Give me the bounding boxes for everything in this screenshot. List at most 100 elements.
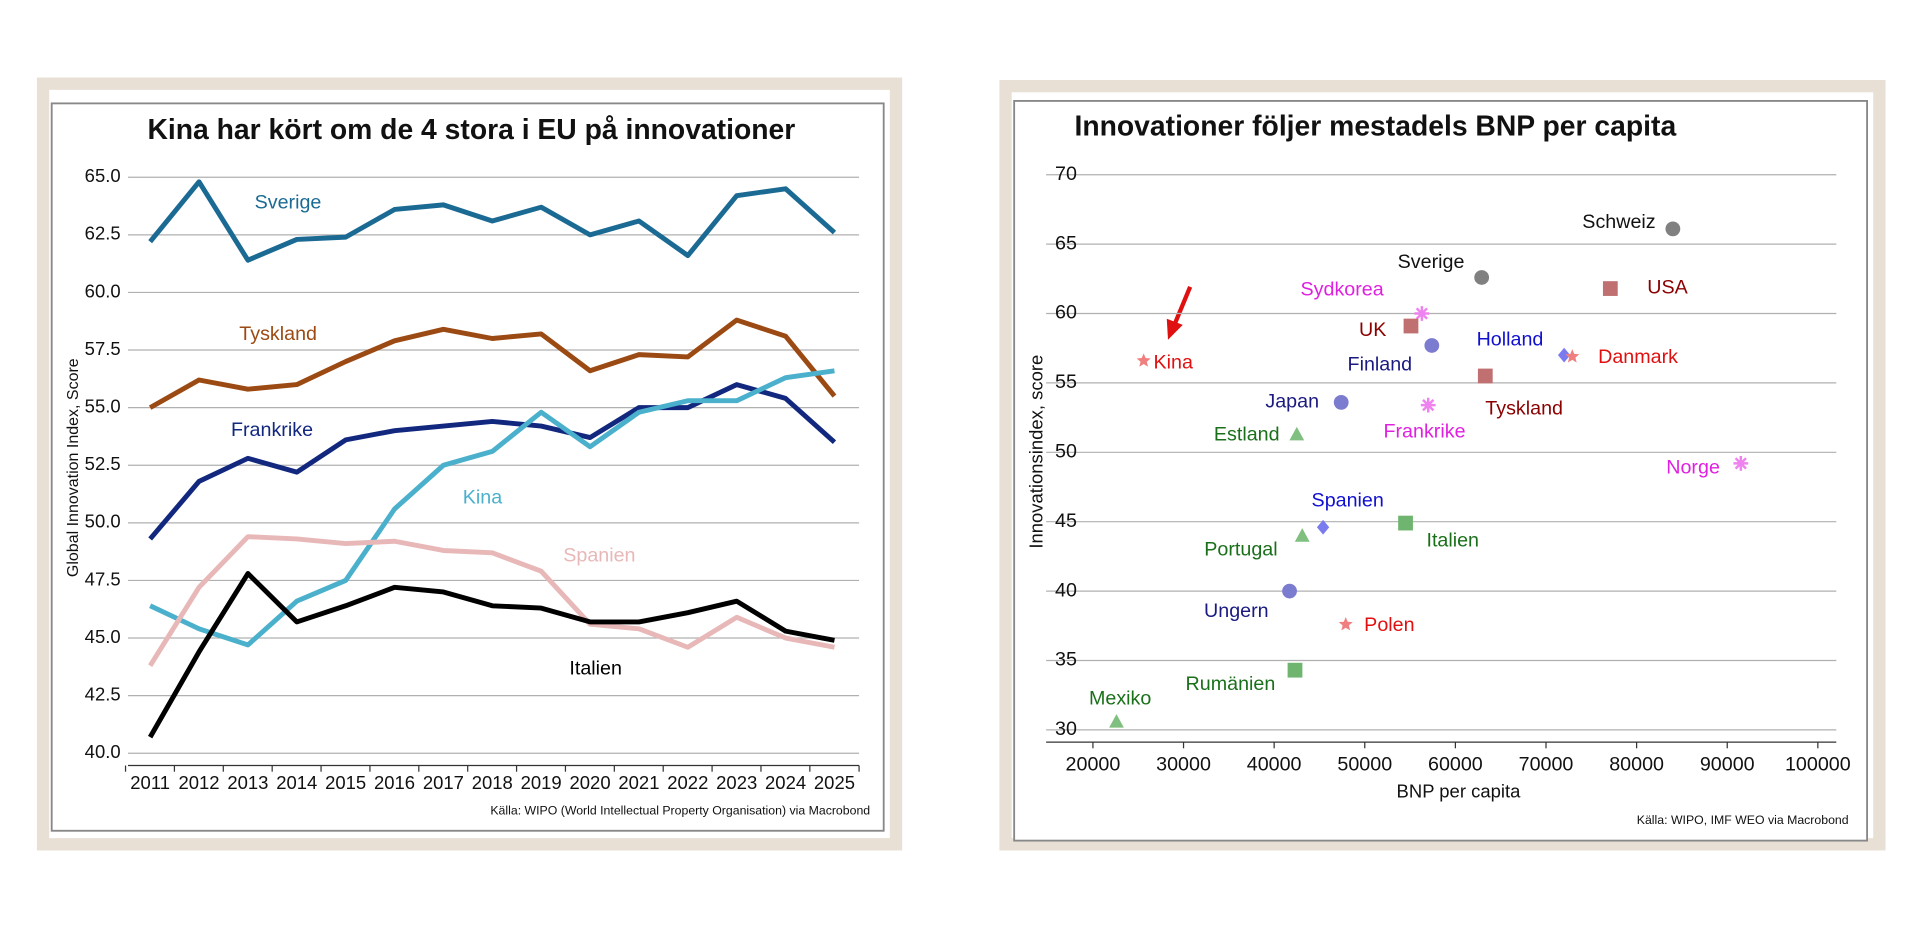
x-tick-label: 2022 <box>667 772 708 793</box>
x-tick-label: 2014 <box>276 772 317 793</box>
series-line <box>148 179 837 263</box>
series-label: Frankrike <box>231 419 313 441</box>
x-tick-label: 50000 <box>1337 754 1392 776</box>
series-line <box>148 382 837 541</box>
x-tick-label: 30000 <box>1156 754 1211 776</box>
point-label: Kina <box>1154 351 1193 373</box>
frame <box>36 77 903 851</box>
source: Källa: WIPO (World Intellectual Property… <box>490 803 870 817</box>
point <box>1398 515 1413 531</box>
panel <box>1013 100 1869 842</box>
y-tick-label: 45 <box>1055 510 1077 532</box>
x-tick-label: 80000 <box>1609 754 1664 776</box>
x-tick-label: 2020 <box>570 772 611 793</box>
panel <box>50 102 885 832</box>
point <box>1474 270 1490 285</box>
x-tick-label: 60000 <box>1428 754 1483 776</box>
y-tick-label: 30 <box>1055 718 1077 740</box>
x-tick-label: 2025 <box>814 772 855 793</box>
point-label: Danmark <box>1598 346 1678 368</box>
x-tick-label: 2023 <box>716 772 757 793</box>
point-label: Japan <box>1265 391 1319 413</box>
series-label: Spanien <box>563 545 635 567</box>
point <box>1109 714 1124 728</box>
point <box>1733 456 1749 471</box>
point-label: Finland <box>1348 353 1413 375</box>
point <box>1565 349 1580 363</box>
point <box>1338 616 1353 631</box>
point-label: Holland <box>1477 329 1544 351</box>
y-tick-label: 60 <box>1055 302 1077 324</box>
point-label: Rumänien <box>1186 673 1276 695</box>
point <box>1477 368 1493 384</box>
x-tick-label: 2012 <box>179 772 220 793</box>
y-tick-label: 40 <box>1055 579 1077 601</box>
x-tick-label: 2019 <box>521 772 562 793</box>
series-line <box>149 368 835 648</box>
point-label: Italien <box>1426 530 1479 552</box>
y-tick-label: 57.5 <box>85 338 121 359</box>
x-tick-label: 2016 <box>374 772 415 793</box>
point <box>1282 583 1297 599</box>
point-label: USA <box>1647 277 1688 299</box>
y-tick-label: 60.0 <box>85 280 121 301</box>
series-line <box>148 534 835 667</box>
y-tick-label: 45.0 <box>85 626 121 647</box>
point <box>1557 347 1571 363</box>
point-label: Frankrike <box>1383 420 1465 442</box>
point <box>1403 318 1419 334</box>
y-tick-label: 52.5 <box>85 453 121 474</box>
point-label: Tyskland <box>1485 397 1563 419</box>
y-tick-label: 47.5 <box>85 568 121 589</box>
point-label: Sydkorea <box>1301 278 1384 300</box>
chart-title: Kina har kört om de 4 stora i EU på inno… <box>147 113 795 145</box>
point-label: Polen <box>1364 614 1414 636</box>
y-axis-label: Global Innovation Index, Score <box>65 358 82 577</box>
y-tick-label: 40.0 <box>85 741 121 762</box>
series-line <box>148 571 835 739</box>
y-tick-label: 55.0 <box>85 396 121 417</box>
point-label: UK <box>1359 319 1386 341</box>
frame <box>999 80 1886 851</box>
point <box>1420 397 1436 413</box>
y-tick-label: 50.0 <box>85 511 121 532</box>
series-label: Italien <box>569 658 622 680</box>
y-tick-label: 42.5 <box>85 684 121 705</box>
point-label: Schweiz <box>1582 211 1655 233</box>
point <box>1294 528 1310 542</box>
point <box>1665 221 1681 237</box>
point-label: Portugal <box>1204 539 1277 561</box>
x-axis-label: BNP per capita <box>1397 780 1522 801</box>
series-label: Sverige <box>255 191 322 213</box>
y-tick-label: 65 <box>1055 232 1077 254</box>
point-label: Sverige <box>1398 251 1465 273</box>
y-tick-label: 70 <box>1055 163 1077 185</box>
x-tick-label: 2024 <box>765 772 806 793</box>
point-label: Ungern <box>1204 600 1269 622</box>
point <box>1424 338 1440 353</box>
annotation-arrow <box>1166 285 1193 340</box>
x-tick-label: 2013 <box>227 772 268 793</box>
point-label: Mexiko <box>1089 688 1151 710</box>
y-tick-label: 55 <box>1055 371 1077 393</box>
point <box>1287 662 1303 678</box>
series-label: Kina <box>463 487 502 509</box>
x-tick-label: 40000 <box>1247 754 1302 776</box>
series-line <box>148 317 837 410</box>
point <box>1602 281 1618 296</box>
y-axis-label: Innovationsindex, score <box>1025 355 1046 549</box>
point-label: Norge <box>1666 457 1720 479</box>
x-tick-label: 70000 <box>1519 754 1574 776</box>
x-tick-label: 2015 <box>325 772 366 793</box>
x-tick-label: 2021 <box>618 772 659 793</box>
x-tick-label: 2017 <box>423 772 464 793</box>
chart-title: Innovationer följer mestadels BNP per ca… <box>1074 109 1676 141</box>
x-tick-label: 100000 <box>1785 754 1851 776</box>
y-tick-label: 50 <box>1055 441 1077 463</box>
y-tick-label: 62.5 <box>85 223 121 244</box>
x-tick-label: 20000 <box>1066 754 1121 776</box>
point <box>1136 353 1151 367</box>
point-label: Spanien <box>1312 490 1384 512</box>
point <box>1333 394 1349 410</box>
